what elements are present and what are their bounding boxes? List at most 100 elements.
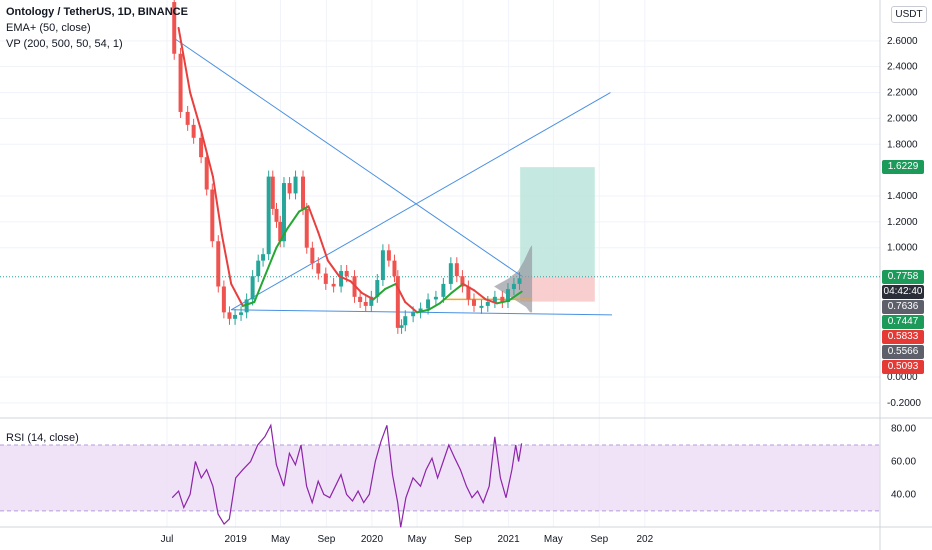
price-bar [266,176,271,255]
legend-vp: VP (200, 500, 50, 54, 1) [6,38,123,50]
price-bar [293,176,298,194]
ema-line-segment [484,298,498,305]
price-bar [380,250,385,281]
legend-rsi: RSI (14, close) [6,432,79,444]
legend-ema: EMA+ (50, close) [6,22,91,34]
price-bar [375,280,380,297]
price-badge: 0.7758 [882,269,924,284]
ema-line-segment [416,308,430,314]
price-bar [216,241,221,287]
price-bar [221,286,226,313]
price-bar [227,312,232,319]
rsi-tick-label: 80.00 [891,424,916,435]
ema-line-segment [384,282,397,291]
x-tick-label: Sep [454,534,472,545]
price-bar [331,283,336,287]
price-bar [399,325,404,328]
rsi-line [171,423,523,528]
price-bar [244,299,249,313]
ema-line-segment [211,175,223,236]
ema-line-segment [177,26,192,94]
price-bar [369,296,374,306]
price-bar [517,278,522,284]
volume-profile [494,245,533,313]
price-bar [172,2,177,54]
price-bar [261,254,266,261]
ema-line-segment [200,130,214,178]
price-bar [233,314,238,319]
price-bar [278,221,283,242]
price-bar [274,208,279,222]
price-badge: 0.5566 [882,344,924,359]
x-tick-label: 202 [636,534,653,545]
x-tick-label: 2020 [361,534,384,545]
price-bar [358,296,363,303]
price-bar [485,302,490,306]
ema-line-segment [230,282,244,307]
price-bar [471,299,476,306]
price-bar [256,260,261,277]
price-bar [270,176,275,209]
price-bar [448,263,453,284]
currency-button[interactable]: USDT [891,6,927,23]
rsi-tick-label: 40.00 [891,489,916,500]
price-bar [204,157,209,190]
x-tick-label: 2021 [497,534,520,545]
price-bar [466,286,471,300]
x-tick-label: 2019 [225,534,248,545]
price-badge: 0.7447 [882,314,924,329]
y-tick-label: 1.2000 [887,217,918,228]
ema-line-segment [372,288,387,301]
price-badge: 0.5093 [882,359,924,374]
ema-line-segment [253,275,266,304]
price-bar [304,208,309,248]
y-tick-label: 2.4000 [887,62,918,73]
price-badge: 0.7636 [882,299,924,314]
ema-line-segment [507,290,523,302]
ema-line-segment [307,205,320,234]
price-bar [363,302,368,306]
ema-line-segment [427,302,441,311]
x-tick-label: May [408,534,427,545]
price-bar [426,299,431,309]
ema-line-segment [275,227,289,249]
price-bar [310,247,315,264]
ema-line-segment [338,275,352,283]
price-bar [301,176,306,209]
x-tick-label: Jul [161,534,174,545]
ema-line-segment [404,301,419,314]
price-bar [511,283,516,290]
price-bar [433,296,438,300]
ema-line-segment [360,291,375,301]
ema-line-segment [462,282,476,292]
price-bar [386,250,391,261]
y-tick-label: 2.6000 [887,36,918,47]
ema-line-segment [263,246,278,278]
y-tick-label: 0.0000 [887,372,918,383]
ema-line-segment [438,291,453,305]
ema-line-segment [241,301,256,307]
x-tick-label: Sep [590,534,608,545]
rsi-tick-label: 60.00 [891,456,916,467]
ema-line-segment [326,259,341,278]
price-bar [323,273,328,284]
price-bar [287,183,292,194]
price-bar [199,137,204,158]
price-bar [392,260,397,277]
y-tick-label: 1.4000 [887,191,918,202]
price-badge: 0.5833 [882,329,924,344]
price-bar [239,312,244,315]
y-tick-label: 2.0000 [887,113,918,124]
ema-line-segment [394,282,407,304]
ema-line-segment [220,233,233,285]
price-bar [454,263,459,277]
legend-symbol: Ontology / TetherUS, 1D, BINANCE [6,6,188,18]
target-zone [520,167,595,277]
ema-line-segment [189,91,203,133]
trendline [230,92,611,311]
price-bar [505,289,510,303]
price-bar [479,305,484,308]
price-bar [316,263,321,274]
x-tick-label: May [544,534,563,545]
